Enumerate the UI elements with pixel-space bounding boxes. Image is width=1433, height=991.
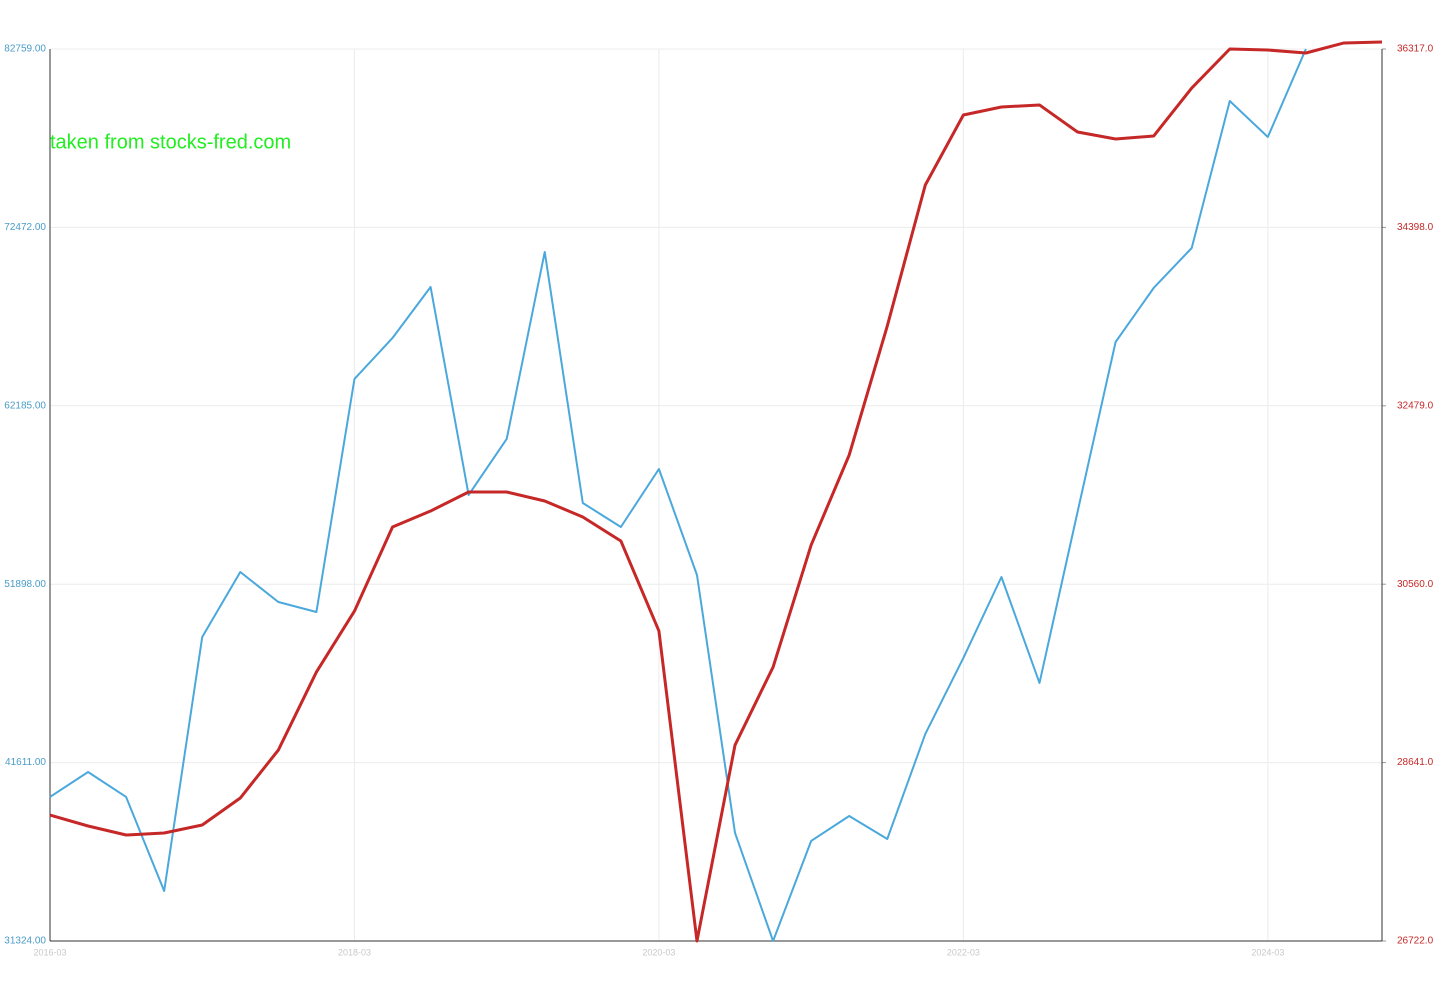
y-tick-label: 72472.00	[4, 222, 46, 233]
y2-tick-label: 34398.0	[1397, 222, 1433, 233]
y-tick-label: 51898.00	[4, 579, 46, 590]
y2-tick-label: 32479.0	[1397, 400, 1433, 411]
series-line	[49, 48, 1307, 942]
y2-tick-label: 30560.0	[1397, 579, 1433, 590]
x-tick-label: 2022-03	[947, 947, 980, 957]
y-tick-label: 62185.00	[4, 400, 46, 411]
y-tick-label: 82759.00	[4, 44, 46, 55]
y2-tick-label: 36317.0	[1397, 44, 1433, 55]
annotation: taken from stocks-fred.com	[50, 131, 291, 153]
y-tick-label: 31324.00	[4, 936, 46, 947]
y2-tick-label: 26722.0	[1397, 936, 1433, 947]
y2-tick-label: 28641.0	[1397, 757, 1433, 768]
x-tick-label: 2016-03	[33, 947, 66, 957]
x-tick-label: 2024-03	[1251, 947, 1284, 957]
x-tick-label: 2020-03	[642, 947, 675, 957]
x-tick-label: 2018-03	[338, 947, 371, 957]
series-line	[49, 40, 1383, 943]
y-tick-label: 41611.00	[5, 757, 46, 768]
